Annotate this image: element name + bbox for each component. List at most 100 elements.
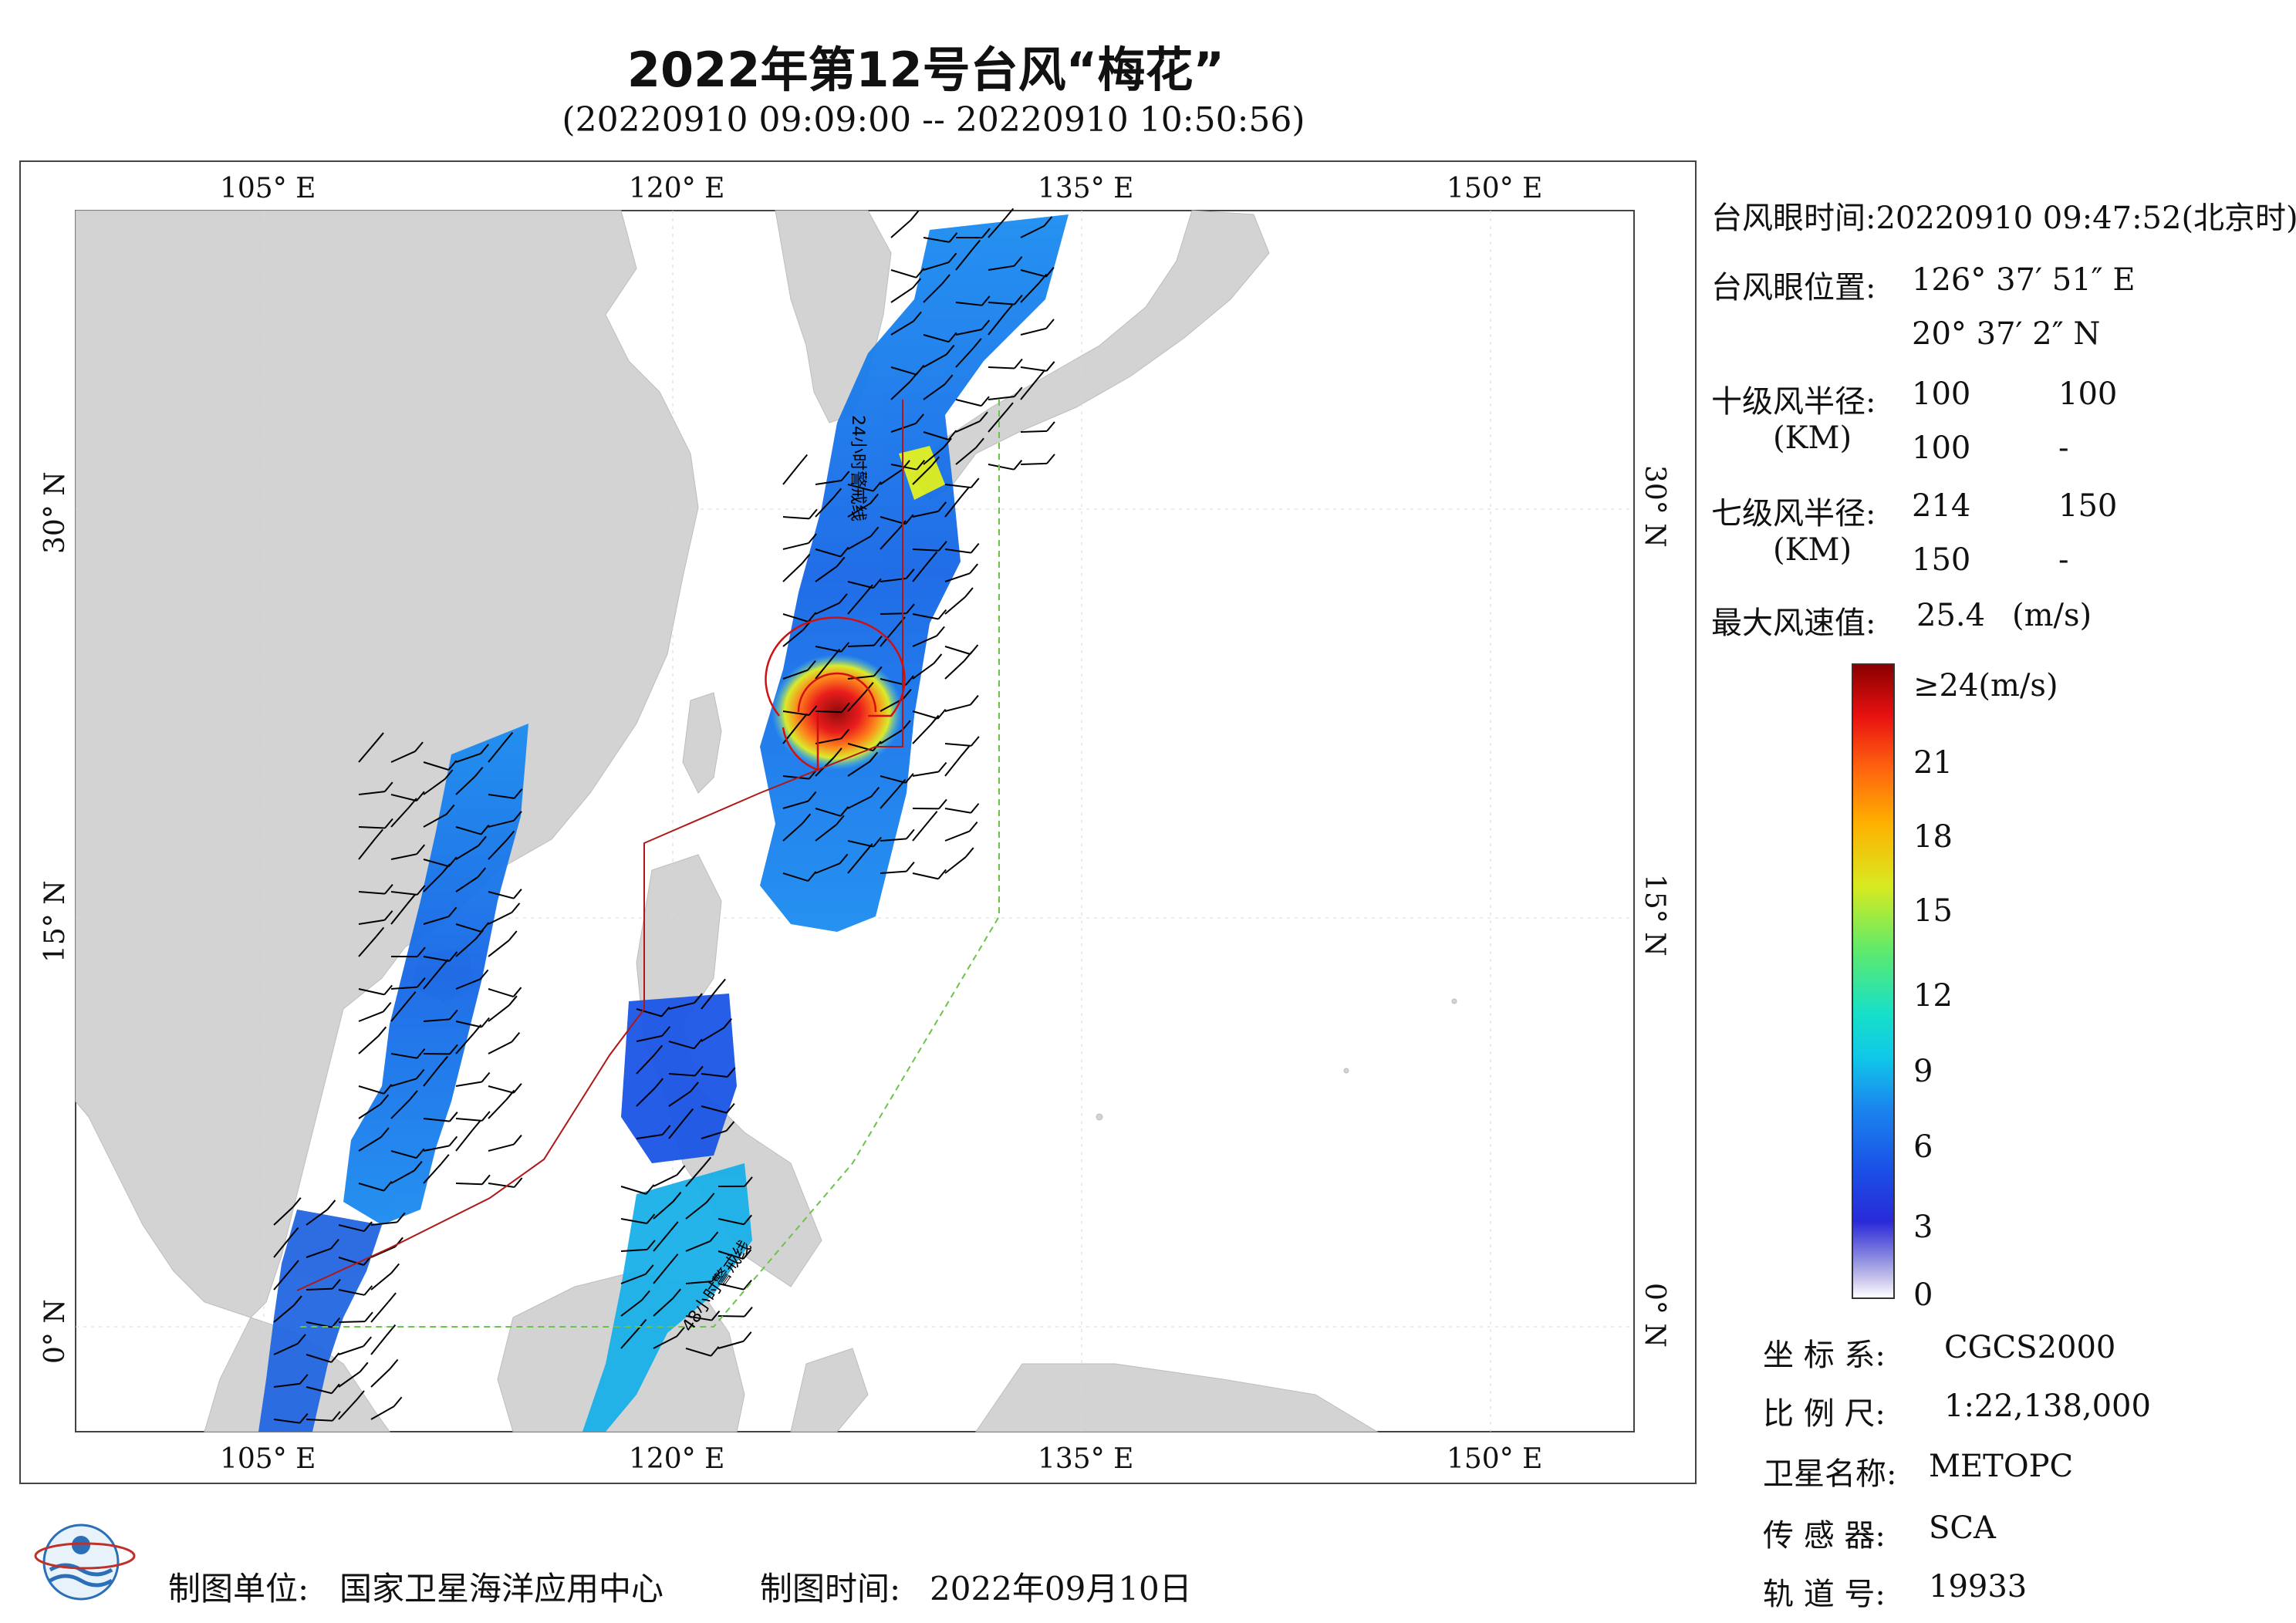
wind-barb-flag: [359, 1361, 369, 1372]
wind-barb: [923, 383, 946, 400]
wind-barb: [923, 237, 950, 243]
wind-barb-flag: [726, 1067, 736, 1078]
eye-pos-label: 台风眼位置:: [1711, 270, 1876, 305]
wind-barb: [358, 791, 385, 795]
wind-barb-flag: [873, 636, 883, 646]
wind-barb-flag: [725, 1121, 735, 1132]
wind-barb: [370, 1272, 392, 1291]
wind-barb: [847, 535, 872, 550]
wind-barb-flag: [653, 1044, 663, 1055]
wind-barb-flag: [647, 1240, 656, 1250]
wind-barb-flag: [969, 563, 978, 574]
wind-barb: [880, 529, 899, 550]
wind-barb-flag: [417, 977, 426, 988]
wind-map[interactable]: 24小时警戒线 48小时警戒线 105° E 120° E 135° E 150…: [19, 160, 1693, 1481]
wind-barb-flag: [961, 745, 970, 757]
wind-barb-flag: [293, 1295, 302, 1306]
wind-barb: [944, 660, 965, 680]
wind-barb-flag: [981, 295, 991, 306]
wind-barb-flag: [744, 1176, 753, 1187]
wind-barb: [488, 1098, 508, 1119]
wind-barb: [923, 283, 943, 303]
wind-barb: [988, 265, 1015, 271]
wind-barb: [488, 1004, 510, 1022]
wind-barb: [815, 824, 837, 842]
wind-barb: [423, 916, 449, 925]
wind-barb: [488, 911, 512, 925]
lon-tick-bot-135: 135° E: [1038, 1443, 1133, 1475]
wind-barb: [455, 752, 481, 763]
wind-barb: [912, 771, 939, 777]
wind-barb: [306, 1354, 332, 1363]
wind-barb: [890, 320, 914, 336]
wind-barb-flag: [970, 694, 979, 706]
wind-barb-flag: [744, 1306, 753, 1318]
wind-barb-flag: [947, 252, 957, 263]
wind-barb: [718, 1250, 744, 1260]
wind-barb: [685, 1240, 711, 1252]
wind-barb-flag: [384, 781, 393, 792]
wind-barb: [685, 1315, 712, 1321]
eye-time-row: 台风眼时间:20220910 09:47:52(北京时): [1711, 193, 2296, 238]
wind-barb: [370, 1333, 389, 1355]
wind-barb: [370, 1221, 397, 1226]
wind-barb: [455, 876, 478, 892]
wind-barb-flag: [448, 1135, 458, 1147]
wind-barbs: [273, 208, 1055, 1424]
wind-barb: [912, 510, 939, 518]
wind-barb: [890, 422, 917, 433]
wind-barb: [923, 334, 949, 343]
wind-barb: [423, 956, 450, 962]
wind-barb-flag: [705, 1193, 715, 1203]
r10-unit: (KM): [1773, 420, 1852, 456]
wind-barb: [653, 1263, 671, 1284]
wind-barb: [944, 830, 971, 842]
wind-barb: [636, 1008, 662, 1017]
wind-barb: [455, 826, 481, 835]
lon-tick-top-150: 150° E: [1447, 173, 1542, 204]
wind-barb-flag: [865, 682, 874, 693]
wind-barb-flag: [869, 751, 879, 762]
wind-barb: [455, 1183, 483, 1186]
wind-barb-flag: [389, 1358, 399, 1370]
wind-barb-flag: [363, 1336, 372, 1347]
r7-arc: [765, 616, 906, 717]
wind-barb: [912, 872, 939, 880]
wind-barb: [880, 838, 907, 842]
wind-barb-flag: [416, 791, 425, 801]
wind-barb-flag: [356, 1390, 365, 1401]
wind-barb-flag: [504, 731, 514, 743]
wind-barb-flag: [807, 791, 817, 802]
footer-unit-value: 国家卫星海洋应用中心: [339, 1570, 664, 1608]
wind-barb-flag: [799, 713, 808, 724]
wind-barb: [701, 1073, 728, 1078]
wind-barb-flag: [906, 862, 915, 872]
lat-tick-right-30: 30° N: [1639, 465, 1670, 548]
wind-barb: [358, 1011, 384, 1022]
wind-barb-flag: [417, 946, 426, 957]
wind-barb: [815, 602, 840, 615]
wind-barb-flag: [961, 486, 970, 498]
r10-sw: 100: [1912, 430, 1971, 466]
wind-barb-flag: [913, 311, 922, 322]
wind-barb-flag: [407, 893, 417, 905]
wind-barb: [273, 1206, 294, 1226]
wind-barb: [390, 1078, 417, 1087]
wind-barb: [890, 269, 917, 278]
wind-barb-flag: [808, 533, 817, 544]
nsoas-logo-icon: [34, 1523, 136, 1601]
wind-barb: [455, 978, 481, 990]
wind-barb: [955, 347, 974, 368]
wind-barb: [718, 1218, 745, 1226]
wind-barb: [306, 1287, 333, 1291]
wind-barb: [955, 302, 982, 306]
wind-barb-flag: [694, 1065, 704, 1077]
wind-barb: [668, 1073, 695, 1077]
wind-barb-flag: [654, 1078, 663, 1088]
wind-barb: [636, 1134, 663, 1139]
wind-barb-flag: [839, 593, 848, 604]
wind-barb: [636, 1054, 656, 1075]
wind-barb-flag: [481, 1071, 491, 1083]
wind-barb: [668, 1091, 691, 1107]
wind-barb: [620, 1328, 640, 1349]
